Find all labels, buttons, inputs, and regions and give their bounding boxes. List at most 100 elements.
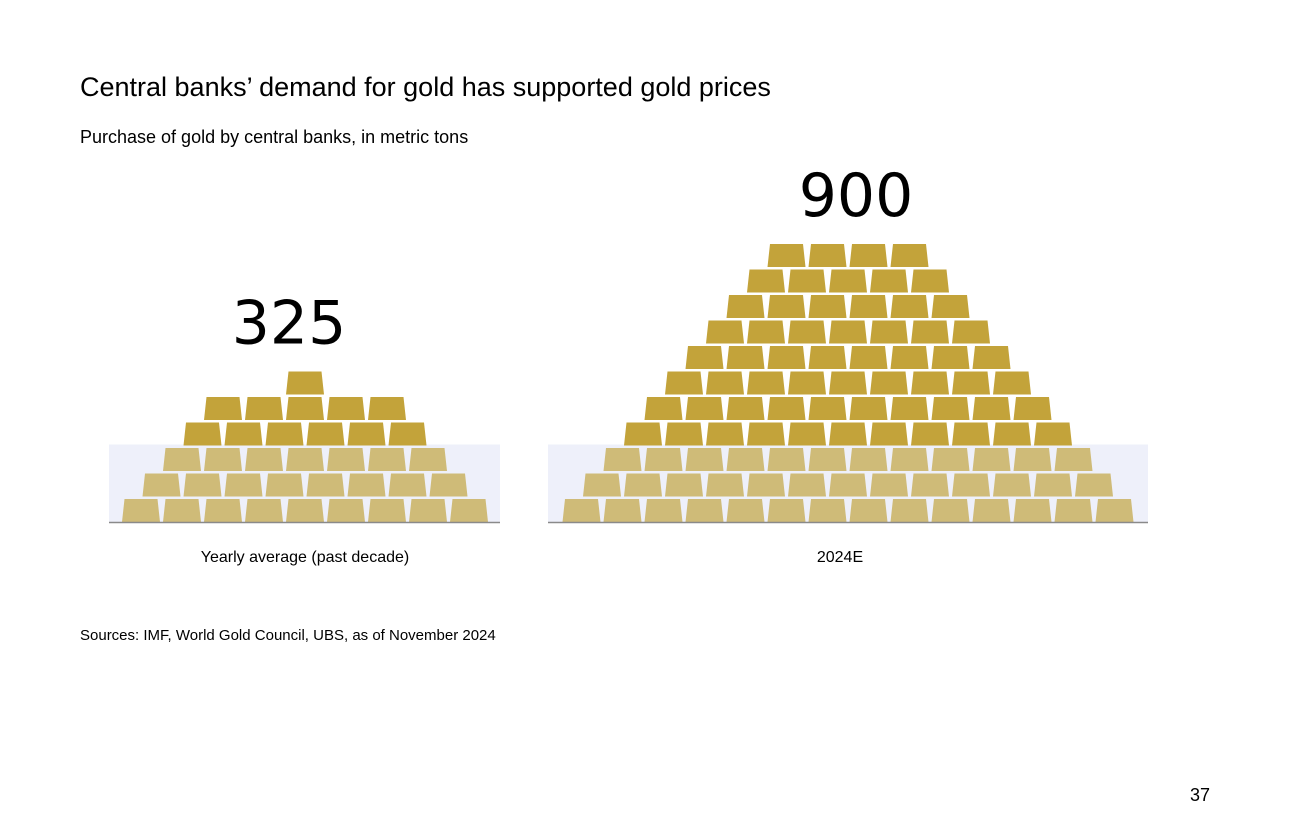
gold-bar-2024e — [562, 499, 601, 522]
gold-bar-yearly-average — [368, 397, 406, 420]
gold-bar-yearly-average — [163, 499, 201, 522]
gold-bar-yearly-average — [327, 448, 365, 471]
gold-bar-2024e — [767, 448, 806, 471]
gold-bar-2024e — [665, 371, 703, 395]
gold-bar-yearly-average — [265, 473, 304, 497]
gold-bar-2024e — [706, 371, 744, 395]
gold-bar-2024e — [849, 397, 888, 420]
gold-bar-yearly-average — [368, 499, 406, 522]
gold-bar-2024e — [829, 473, 867, 497]
gold-bar-2024e — [870, 371, 908, 395]
gold-bar-2024e — [685, 448, 724, 471]
gold-bar-2024e — [931, 499, 970, 522]
gold-bar-yearly-average — [306, 473, 345, 497]
gold-bar-2024e — [644, 499, 683, 522]
gold-bar-yearly-average — [286, 499, 324, 522]
chart-subtitle: Purchase of gold by central banks, in me… — [80, 127, 469, 147]
gold-bar-2024e — [870, 269, 908, 293]
gold-bar-2024e — [952, 320, 990, 344]
gold-bar-yearly-average — [306, 422, 345, 446]
gold-bar-2024e — [993, 422, 1031, 446]
gold-bar-2024e — [788, 422, 826, 446]
gold-bar-2024e — [726, 397, 765, 420]
gold-bar-2024e — [665, 422, 703, 446]
gold-bar-2024e — [849, 499, 888, 522]
gold-bar-yearly-average — [163, 448, 201, 471]
gold-bar-2024e — [747, 422, 785, 446]
gold-bar-2024e — [972, 499, 1011, 522]
gold-bar-2024e — [890, 244, 929, 267]
gold-bar-2024e — [972, 397, 1011, 420]
gold-bar-2024e — [767, 397, 806, 420]
gold-bar-yearly-average — [245, 499, 283, 522]
gold-bar-2024e — [890, 397, 929, 420]
gold-bar-yearly-average — [347, 473, 386, 497]
gold-bar-2024e — [583, 473, 621, 497]
gold-bar-2024e — [849, 295, 888, 318]
gold-bar-2024e — [747, 269, 785, 293]
gold-bar-2024e — [1013, 397, 1052, 420]
gold-bar-yearly-average — [245, 448, 283, 471]
gold-bar-yearly-average — [409, 499, 447, 522]
gold-bar-2024e — [829, 320, 867, 344]
gold-bar-2024e — [931, 346, 970, 369]
gold-bar-2024e — [849, 346, 888, 369]
gold-bar-yearly-average — [183, 473, 222, 497]
gold-bar-yearly-average — [409, 448, 447, 471]
gold-bar-2024e — [870, 320, 908, 344]
gold-bar-2024e — [767, 295, 806, 318]
gold-bar-2024e — [911, 473, 949, 497]
gold-bar-2024e — [624, 422, 662, 446]
gold-bar-2024e — [972, 346, 1011, 369]
gold-bar-2024e — [726, 499, 765, 522]
gold-bar-2024e — [829, 371, 867, 395]
gold-bar-2024e — [685, 499, 724, 522]
gold-bar-yearly-average — [429, 473, 468, 497]
gold-bar-2024e — [849, 448, 888, 471]
gold-bar-2024e — [665, 473, 703, 497]
category-label-2024e: 2024E — [817, 549, 863, 566]
gold-bar-2024e — [788, 371, 826, 395]
gold-bar-2024e — [870, 473, 908, 497]
gold-bar-2024e — [603, 448, 642, 471]
gold-bar-2024e — [911, 422, 949, 446]
gold-bar-2024e — [644, 397, 683, 420]
gold-bar-yearly-average — [142, 473, 181, 497]
gold-bar-2024e — [788, 473, 826, 497]
gold-bar-2024e — [685, 397, 724, 420]
gold-bar-yearly-average — [265, 422, 304, 446]
gold-bar-yearly-average — [450, 499, 488, 522]
gold-bar-2024e — [890, 346, 929, 369]
gold-bar-yearly-average — [388, 473, 427, 497]
category-label-yearly-average: Yearly average (past decade) — [201, 549, 409, 566]
gold-bar-2024e — [1013, 448, 1052, 471]
gold-bar-2024e — [870, 422, 908, 446]
gold-bar-2024e — [1034, 422, 1072, 446]
gold-bar-yearly-average — [286, 397, 324, 420]
gold-bar-2024e — [788, 320, 826, 344]
gold-bar-2024e — [747, 320, 785, 344]
gold-bar-2024e — [890, 499, 929, 522]
gold-bar-2024e — [829, 269, 867, 293]
gold-bar-2024e — [952, 422, 990, 446]
gold-bar-yearly-average — [388, 422, 427, 446]
gold-bar-2024e — [890, 295, 929, 318]
gold-bar-2024e — [706, 422, 744, 446]
gold-bar-2024e — [931, 448, 970, 471]
gold-bar-2024e — [1034, 473, 1072, 497]
gold-bar-2024e — [624, 473, 662, 497]
gold-bar-yearly-average — [122, 499, 160, 522]
gold-bar-2024e — [747, 371, 785, 395]
gold-bar-2024e — [993, 473, 1031, 497]
gold-bar-2024e — [603, 499, 642, 522]
gold-bar-2024e — [808, 397, 847, 420]
gold-bar-2024e — [931, 397, 970, 420]
gold-bar-2024e — [808, 295, 847, 318]
gold-bar-2024e — [808, 448, 847, 471]
gold-bar-2024e — [747, 473, 785, 497]
gold-bar-2024e — [1075, 473, 1113, 497]
gold-bar-2024e — [726, 448, 765, 471]
gold-bar-yearly-average — [245, 397, 283, 420]
gold-bar-yearly-average — [204, 397, 242, 420]
